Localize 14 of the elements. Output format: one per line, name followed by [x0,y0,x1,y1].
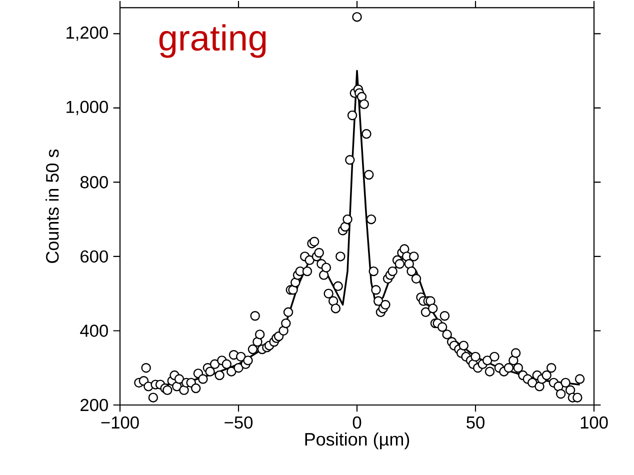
x-tick-label: −100 [101,416,139,429]
x-tick-label: 50 [466,416,484,429]
y-axis-title: Counts in 50 s [46,149,59,263]
x-tick-label: −50 [224,416,253,429]
y-tick-label: 200 [80,398,108,412]
y-tick-label: 800 [80,176,108,188]
chart-title: grating [159,24,266,58]
x-axis-title: Position (µm) [305,432,410,450]
y-tick-label: 600 [80,250,108,263]
y-tick-label: 400 [80,324,108,337]
y-tick-label: 1,200 [66,26,108,41]
y-tick-label: 1,000 [66,100,108,116]
x-tick-label: 0 [352,416,362,429]
x-tick-label: 100 [580,416,608,429]
